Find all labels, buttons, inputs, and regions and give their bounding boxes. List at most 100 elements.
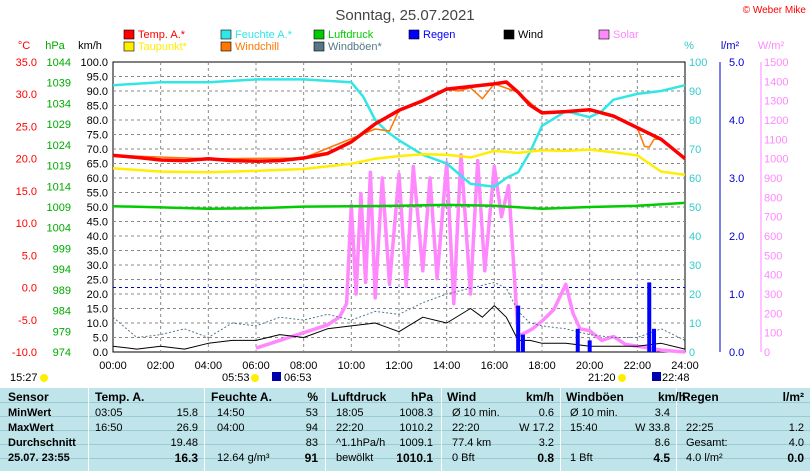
table-cell: 3.4 (654, 407, 670, 419)
x-tick: 18:00 (528, 360, 556, 372)
table-cell: Durchschnitt (8, 437, 76, 449)
table-header: km/h (525, 390, 554, 404)
y-tick-wind: 5.0 (93, 333, 108, 345)
sun-info: 15:27 05:53 06:53 21:20 22:48 (10, 372, 690, 384)
y-tick-humidity: 20 (689, 289, 701, 301)
y-tick-wind: 75.0 (87, 130, 108, 142)
table-cell: 0.0 (787, 451, 804, 465)
table-cell: 53 (305, 407, 318, 419)
legend-label: Wind (518, 29, 543, 41)
table-header: Windböen (566, 390, 624, 404)
table-cell: 94 (305, 422, 318, 434)
y-tick-temp: 15.0 (16, 186, 37, 198)
y-tick-humidity: 30 (689, 260, 701, 272)
y-tick-temp: 35.0 (16, 57, 37, 69)
table-cell: 15:40 (570, 422, 598, 434)
table-cell: 22:25 (686, 422, 714, 434)
legend-label: Feuchte A.* (235, 29, 293, 41)
y-tick-solar: 500 (764, 250, 782, 262)
chart-title: Sonntag, 25.07.2021 (335, 7, 474, 24)
y-tick-wind: 25.0 (87, 275, 108, 287)
table-header: l/m² (782, 390, 804, 404)
table-cell: 04:00 (217, 422, 245, 434)
axis-units: °C hPa km/h% l/m² W/m² (18, 40, 785, 52)
moonset-time: 15:27 (10, 372, 38, 384)
y-tick-temp: 5.0 (22, 250, 37, 262)
rain-bar (520, 334, 525, 352)
table-row-divider (0, 430, 810, 431)
table-header: hPa (410, 390, 433, 404)
table-col-divider (441, 388, 442, 471)
y-tick-solar: 300 (764, 289, 782, 301)
legend-swatch (313, 29, 325, 40)
series-line-temp-a- (112, 80, 687, 163)
x-tick: 16:00 (481, 360, 509, 372)
axis-unit-rain: l/m² (721, 40, 740, 52)
y-tick-solar: 0 (764, 347, 770, 359)
x-tick: 04:00 (195, 360, 223, 372)
y-tick-wind: 70.0 (87, 144, 108, 156)
table-cell: 22:20 (336, 422, 364, 434)
table-cell: 16.3 (174, 451, 198, 465)
y-tick-wind: 85.0 (87, 101, 108, 113)
y-tick-wind: 20.0 (87, 289, 108, 301)
y-tick-pressure: 1004 (47, 223, 71, 235)
y-tick-solar: 600 (764, 231, 782, 243)
table-cell: 18:05 (336, 407, 364, 419)
y-tick-wind: 90.0 (87, 86, 108, 98)
legend-swatch (220, 29, 232, 40)
table-cell: 1.2 (788, 422, 804, 434)
legend-swatch (408, 29, 420, 40)
table-cell: Gesamt: (686, 437, 728, 449)
y-tick-wind: 80.0 (87, 115, 108, 127)
y-tick-solar: 800 (764, 192, 782, 204)
x-tick: 00:00 (99, 360, 127, 372)
table-cell: 77.4 km (452, 437, 492, 449)
table-cell: 19.48 (170, 437, 198, 449)
axis-unit-solar: W/m² (758, 40, 785, 52)
y-tick-humidity: 90 (689, 86, 701, 98)
y-tick-temp: 0.0 (22, 283, 37, 295)
y-tick-pressure: 994 (53, 264, 71, 276)
y-tick-rain: 3.0 (729, 173, 744, 185)
axis-unit-wind: km/h (78, 40, 102, 52)
y-tick-pressure: 1044 (47, 57, 71, 69)
table-header: Regen (682, 390, 719, 404)
legend-swatch (123, 29, 135, 40)
table-col-divider (204, 388, 205, 471)
table-col-divider (560, 388, 561, 471)
table-cell: 91 (304, 451, 318, 465)
y-tick-temp: 10.0 (16, 218, 37, 230)
series-line-taupunkt- (112, 148, 686, 177)
legend-label: Windchill (235, 41, 279, 53)
y-tick-humidity: 40 (689, 231, 701, 243)
table-cell: 83 (305, 437, 318, 449)
table-cell: 15.8 (176, 407, 198, 419)
x-tick: 12:00 (385, 360, 413, 372)
y-tick-wind: 35.0 (87, 246, 108, 258)
legend-label: Temp. A.* (138, 29, 186, 41)
table-header: Wind (447, 390, 477, 404)
x-tick: 06:00 (242, 360, 270, 372)
y-tick-wind: 0.0 (93, 347, 108, 359)
y-tick-rain: 4.0 (729, 115, 744, 127)
y-tick-humidity: 100 (689, 57, 707, 69)
table-col-divider (325, 388, 326, 471)
table-row-divider (0, 402, 810, 403)
y-tick-pressure: 1039 (47, 78, 71, 90)
y-tick-rain: 1.0 (729, 289, 744, 301)
y-tick-pressure: 1019 (47, 161, 71, 173)
y-tick-temp: -5.0 (18, 315, 37, 327)
rain-bar (647, 282, 652, 352)
sun-icon (618, 374, 626, 382)
legend-label: Windböen* (328, 41, 383, 53)
y-tick-wind: 65.0 (87, 159, 108, 171)
dusk-icon (652, 372, 661, 381)
table-cell: 1009.1 (399, 437, 433, 449)
y-tick-wind: 10.0 (87, 318, 108, 330)
table-cell: 25.07. 23:55 (8, 452, 70, 464)
y-tick-wind: 40.0 (87, 231, 108, 243)
copyright: © Weber Mike (743, 5, 807, 16)
table-header: % (307, 390, 318, 404)
y-tick-solar: 1300 (764, 96, 788, 108)
